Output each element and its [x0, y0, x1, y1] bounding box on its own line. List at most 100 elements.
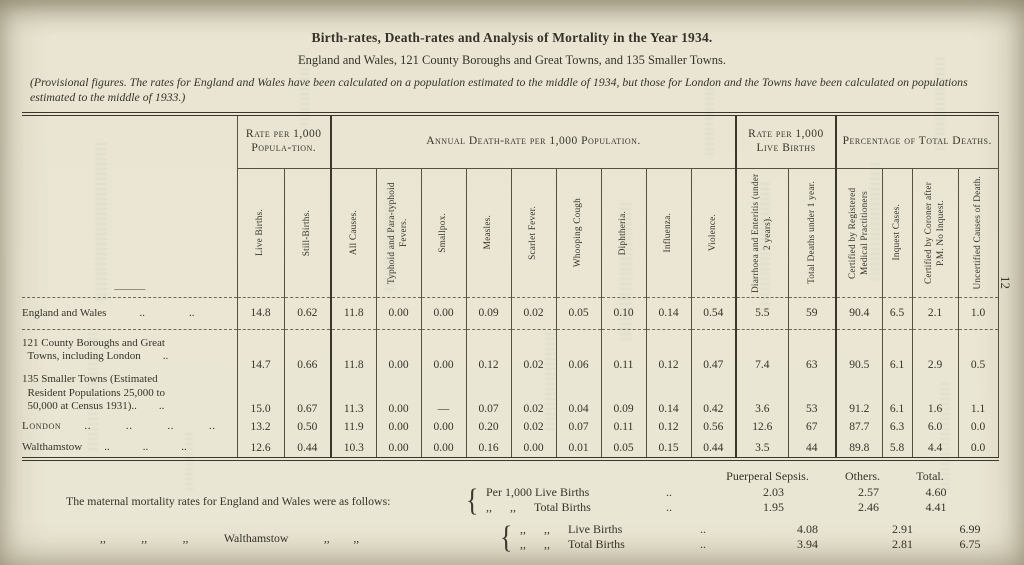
data-cell: 0.0 [957, 438, 999, 460]
data-cell: 5.8 [881, 438, 912, 460]
vertical-label: Whooping Cough [573, 198, 584, 268]
data-cell: 14.7 [236, 329, 284, 372]
data-cell: 10.3 [330, 438, 376, 460]
header-group-row: ——— Rate per 1,000 Popula-tion. Annual Dea… [22, 113, 999, 298]
data-cell: 1.6 [911, 371, 958, 416]
row-label: England and Wales .. .. [22, 297, 237, 330]
data-cell: 0.05 [555, 297, 601, 330]
provisional-note: (Provisional figures. The rates for Engl… [30, 75, 968, 105]
row-label: 121 County Boroughs and Great Towns, inc… [22, 337, 169, 363]
row-label: Walthamstow .. .. .. [22, 441, 187, 454]
column-header-certified-by-coroner-after-p-m: Certified by Coroner after P.M. No Inque… [911, 168, 958, 298]
maternal-mortality-block: The maternal mortality rates for England… [60, 485, 1024, 516]
data-cell: 0.00 [420, 297, 466, 330]
table-row: 121 County Boroughs and Great Towns, inc… [22, 329, 999, 372]
data-cell: 44 [787, 438, 836, 460]
data-cell: 0.07 [465, 371, 511, 416]
data-cell: 0.14 [645, 297, 691, 330]
column-group-percentage-of-total-deaths: Percentage of Total Deaths. [835, 113, 999, 169]
data-cell: 0.12 [465, 329, 511, 372]
data-cell: 6.5 [881, 297, 912, 330]
data-cell: 0.5 [957, 329, 999, 372]
block-label: ,, ,, ,, Walthamstow ,, ,, [100, 530, 360, 545]
data-cell: 11.3 [330, 371, 376, 416]
data-cell: 6.1 [881, 371, 912, 416]
vertical-label: Uncertified Causes of Death. [972, 175, 983, 290]
column-header-still-births: Still-Births. [283, 168, 331, 298]
rate-value: 6.99 [959, 522, 981, 537]
data-cell: 3.5 [735, 438, 788, 460]
page-subtitle: England and Wales, 121 County Boroughs a… [297, 53, 727, 67]
data-cell: 0.02 [510, 371, 556, 416]
data-cell: 4.4 [911, 438, 958, 460]
rate-lines: Per 1,000 Live Births.. 2.03 2.57 4.60,, ,,… [486, 485, 1024, 516]
vertical-label: Total Deaths under 1 year. [806, 181, 817, 285]
data-cell: 13.2 [236, 415, 284, 439]
data-cell: 11.9 [330, 415, 376, 439]
rate-name: ,, ,, Total Births [486, 500, 591, 515]
vertical-label: Certified by Coroner after P.M. No Inque… [923, 181, 946, 284]
data-cell: 0.47 [690, 329, 736, 372]
stub-dash: ——— [114, 282, 145, 295]
rate-value: 4.41 [925, 500, 947, 515]
data-cell: 87.7 [835, 415, 882, 439]
rate-line: ,, ,, Total Births.. 1.95 2.46 4.41 [486, 500, 1024, 516]
data-cell: 6.1 [881, 329, 912, 372]
column-header-live-births: Live Births. [236, 168, 284, 298]
table-row: Walthamstow .. .. .. 12.6 0.44 10.3 0.00 0.00… [22, 438, 999, 460]
data-cell: 0.00 [420, 438, 466, 460]
vertical-label: Live Births. [255, 209, 266, 257]
dot-leader: .. [700, 537, 706, 552]
data-cell: 1.1 [957, 371, 999, 416]
rate-value: 4.08 [797, 522, 818, 537]
vertical-label: Smallpox. [438, 212, 449, 253]
data-cell: 0.01 [555, 438, 601, 460]
data-cell: 1.0 [957, 297, 999, 330]
rate-value: 1.95 [763, 500, 784, 515]
data-cell: 6.3 [881, 415, 912, 439]
column-header-diarrhoea-and-enteritis-under-: Diarrhoea and Enteritis (under 2 years). [735, 168, 788, 298]
rate-value: 6.75 [959, 537, 981, 552]
data-cell: 0.02 [510, 415, 556, 439]
data-cell: 0.07 [555, 415, 601, 439]
column-header-total-deaths-under-1-year: Total Deaths under 1 year. [787, 168, 836, 298]
rate-name: ,, ,, Total Births [520, 537, 625, 552]
data-cell: 0.00 [375, 329, 421, 372]
data-cell: 6.0 [911, 415, 958, 439]
footer-col-header-puerperal-sepsis: Puerperal Sepsis. [726, 469, 809, 484]
data-cell: 0.00 [510, 438, 556, 460]
vertical-label: Diphtheria. [618, 210, 629, 255]
data-cell: 0.44 [283, 438, 331, 460]
rate-line: Per 1,000 Live Births.. 2.03 2.57 4.60 [486, 485, 1024, 501]
column-header-all-causes: All Causes. [330, 168, 376, 298]
data-cell: 0.44 [690, 438, 736, 460]
data-cell: 0.62 [283, 297, 331, 330]
data-cell: 91.2 [835, 371, 882, 416]
rate-value: 4.60 [925, 485, 947, 500]
column-header-influenza: Influenza. [645, 168, 691, 298]
maternal-mortality-block: ,, ,, ,, Walthamstow ,, ,, {,, ,, Live Bi… [60, 522, 1024, 553]
data-cell: 0.10 [600, 297, 646, 330]
column-header-scarlet-fever: Scarlet Fever. [510, 168, 556, 298]
vertical-label: Inquest Cases. [891, 204, 902, 261]
data-cell: 0.0 [957, 415, 999, 439]
data-cell: 0.00 [375, 415, 421, 439]
rate-value: 2.57 [858, 485, 879, 500]
table-row: London .. .. .. .. 13.2 0.50 11.9 0.00 0.00 0.… [22, 415, 999, 439]
data-cell: 11.8 [330, 297, 376, 330]
data-cell: 89.8 [835, 438, 882, 460]
table-stub-header: ——— [22, 113, 237, 298]
data-cell: 0.66 [283, 329, 331, 372]
vertical-label: Measles. [483, 215, 494, 250]
data-cell: 0.54 [690, 297, 736, 330]
rate-lines: ,, ,, Live Births.. 4.08 2.91 6.99,, ,, Tot… [520, 522, 1024, 553]
vertical-label: Diarrhoea and Enteritis (under 2 years). [751, 173, 774, 293]
data-cell: 11.8 [330, 329, 376, 372]
vertical-label: Violence. [708, 214, 719, 252]
data-cell: 0.00 [375, 297, 421, 330]
data-cell: 59 [787, 297, 836, 330]
data-cell: 0.00 [420, 415, 466, 439]
footer-col-header-others: Others. [845, 469, 880, 484]
data-cell: 3.6 [735, 371, 788, 416]
